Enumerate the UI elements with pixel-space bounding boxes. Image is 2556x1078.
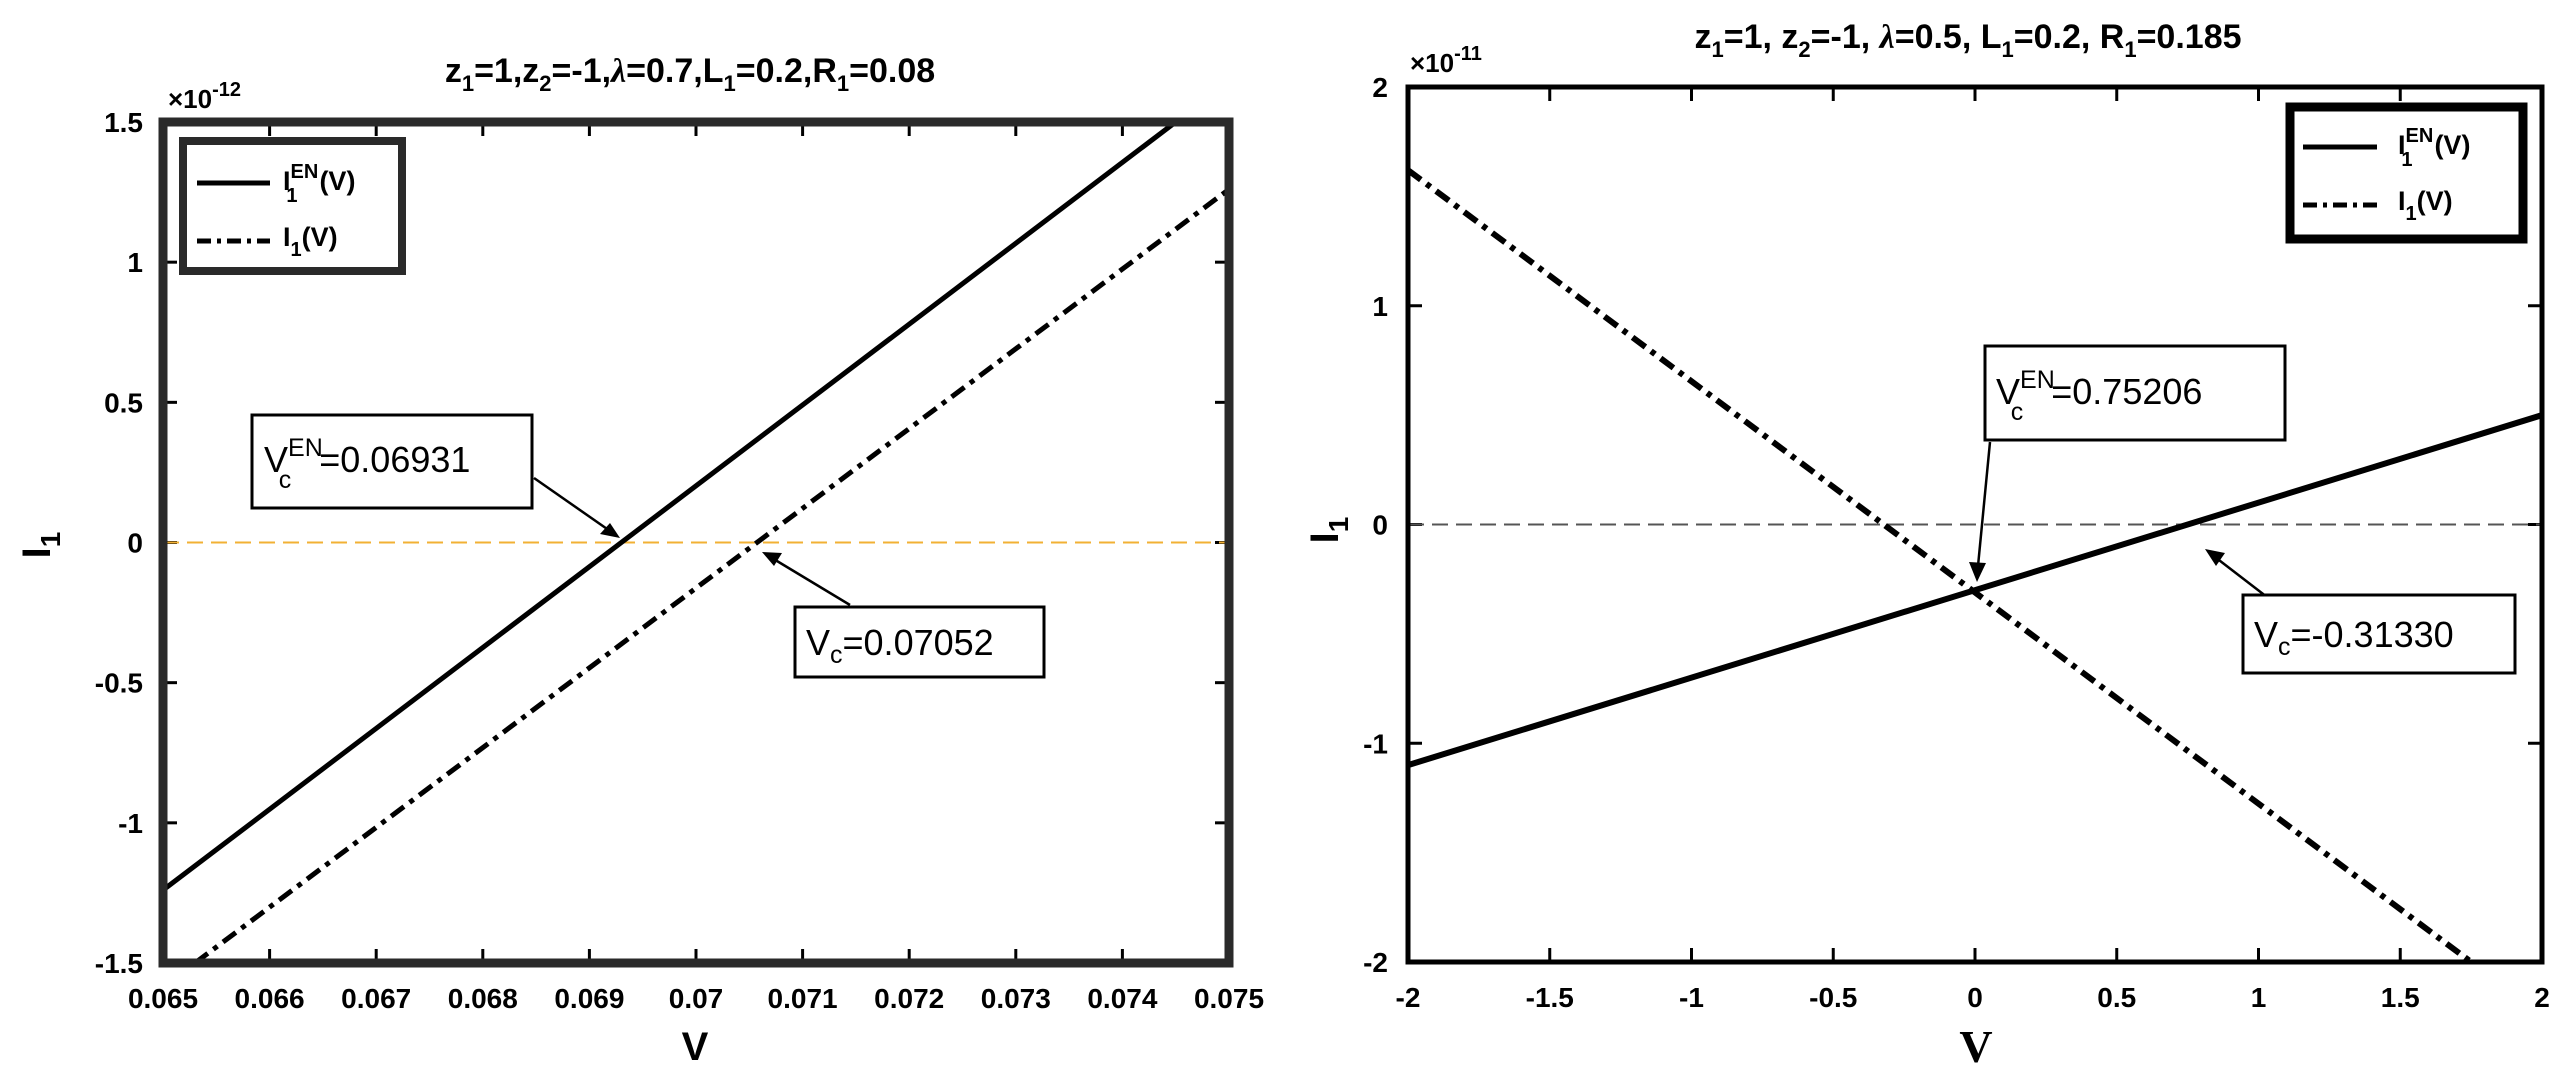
left-y-tick-label: 1.5: [104, 107, 143, 138]
right-annotation-vc: Vc=-0.31330: [2205, 549, 2517, 675]
left-x-tick-label: 0.075: [1194, 983, 1264, 1014]
left-x-tick-label: 0.074: [1087, 983, 1157, 1014]
left-annotation-vc-box: [793, 605, 1046, 679]
right-y-tick-label: 1: [1372, 291, 1388, 322]
left-annotation-vc-arrow: [771, 556, 851, 607]
left-y-tick-label: 0: [127, 528, 143, 559]
left-y-tick-label: 1: [127, 247, 143, 278]
right-plot-frame: [1405, 84, 2545, 965]
right-x-tick-label: 0: [1967, 982, 1983, 1013]
right-annotation-vcen-arrowhead: [1969, 562, 1986, 582]
left-x-tick-label: 0.068: [448, 983, 518, 1014]
right-legend-label-2: I1(V): [2398, 186, 2453, 225]
left-legend-label-1: IEN 1 (V): [283, 161, 355, 207]
right-y-axis-label: I1: [1303, 517, 1354, 544]
left-y-tick-label: -1.5: [95, 948, 143, 979]
left-legend-label-2: I1(V): [283, 222, 338, 261]
left-annotation-vcen-box: [250, 413, 534, 510]
right-series-i1: [1406, 167, 2473, 965]
right-x-tick-label: 2: [2534, 982, 2550, 1013]
left-series-i1en: [161, 120, 1178, 893]
left-series-i1: [193, 187, 1231, 966]
right-x-tick-label: -2: [1396, 982, 1421, 1013]
right-legend-label-1: IEN 1 (V): [2398, 125, 2470, 171]
right-y-tick-label: 2: [1372, 72, 1388, 103]
right-x-axis-label: V: [1959, 1021, 1992, 1072]
left-annotation-vcen: VEN c =0.06931: [250, 413, 620, 538]
right-y-exponent: ×10-11: [1410, 43, 1482, 78]
left-legend-box: [179, 137, 406, 275]
right-annotation-vc-box: [2241, 593, 2517, 675]
right-y-tick-label: -1: [1363, 728, 1388, 759]
left-series-group: [161, 120, 1231, 966]
right-annotation-vc-arrowhead: [2205, 549, 2225, 566]
right-annotation-vcen: VEN c =0.75206: [1969, 344, 2287, 582]
left-x-tick-label: 0.069: [554, 983, 624, 1014]
left-annotation-vc-text: Vc=0.07052: [806, 622, 994, 669]
right-chart: z1=1, z2=-1, λ=0.5, L1=0.2, R1=0.185 ×10…: [1303, 18, 2550, 1072]
right-annotation-vcen-box: [1983, 344, 2287, 442]
left-y-tick-label: 0.5: [104, 387, 143, 418]
right-y-tick-label: 0: [1372, 510, 1388, 541]
right-annotation-vc-text: Vc=-0.31330: [2254, 614, 2454, 661]
right-legend-box: [2285, 102, 2528, 244]
right-x-tick-label: -0.5: [1809, 982, 1857, 1013]
left-x-tick-label: 0.065: [128, 983, 198, 1014]
left-x-tick-label: 0.07: [669, 983, 724, 1014]
left-y-tick-label: -1: [118, 808, 143, 839]
left-annotation-vc: Vc=0.07052: [762, 552, 1046, 679]
left-plot-frame: [158, 117, 1234, 968]
left-x-tick-label: 0.072: [874, 983, 944, 1014]
right-x-tick-label: 1.5: [2381, 982, 2420, 1013]
left-x-axis-label: V: [682, 1025, 709, 1069]
left-legend: IEN 1 (V) I1(V): [179, 137, 406, 275]
right-annotation-vcen-arrow: [1976, 441, 1992, 567]
left-x-tick-label: 0.071: [768, 983, 838, 1014]
left-annotation-vcen-arrowhead: [600, 523, 620, 538]
right-x-tick-label: 1: [2251, 982, 2267, 1013]
right-x-tick-label: 0.5: [2097, 982, 2136, 1013]
right-chart-title: z1=1, z2=-1, λ=0.5, L1=0.2, R1=0.185: [1694, 18, 2241, 62]
left-y-tick-label: -0.5: [95, 668, 143, 699]
right-x-tick-label: -1.5: [1526, 982, 1574, 1013]
left-x-tick-label: 0.067: [341, 983, 411, 1014]
right-legend: IEN 1 (V) I1(V): [2285, 102, 2528, 244]
right-annotation-vcen-text: VEN c =0.75206: [1996, 366, 2202, 426]
right-series-group: [1406, 167, 2543, 965]
left-y-exponent: ×10-12: [168, 79, 241, 114]
left-y-axis-label: I1: [15, 532, 66, 559]
left-annotation-vcen-arrow: [533, 476, 611, 533]
left-x-tick-label: 0.073: [981, 983, 1051, 1014]
left-ticks: 0.065 0.066 0.067 0.068 0.069 0.07 0.071 0.072 0…: [95, 107, 1264, 1014]
left-chart-title: z1=1,z2=-1,λ=0.7,L1=0.2,R1=0.08: [445, 52, 935, 96]
left-annotation-vc-arrowhead: [762, 552, 782, 566]
left-annotation-vcen-text: VEN c =0.06931: [264, 434, 470, 494]
right-x-tick-label: -1: [1679, 982, 1704, 1013]
right-y-tick-label: -2: [1363, 947, 1388, 978]
left-chart: z1=1,z2=-1,λ=0.7,L1=0.2,R1=0.08 ×10-12 I…: [15, 52, 1264, 1069]
left-x-tick-label: 0.066: [235, 983, 305, 1014]
